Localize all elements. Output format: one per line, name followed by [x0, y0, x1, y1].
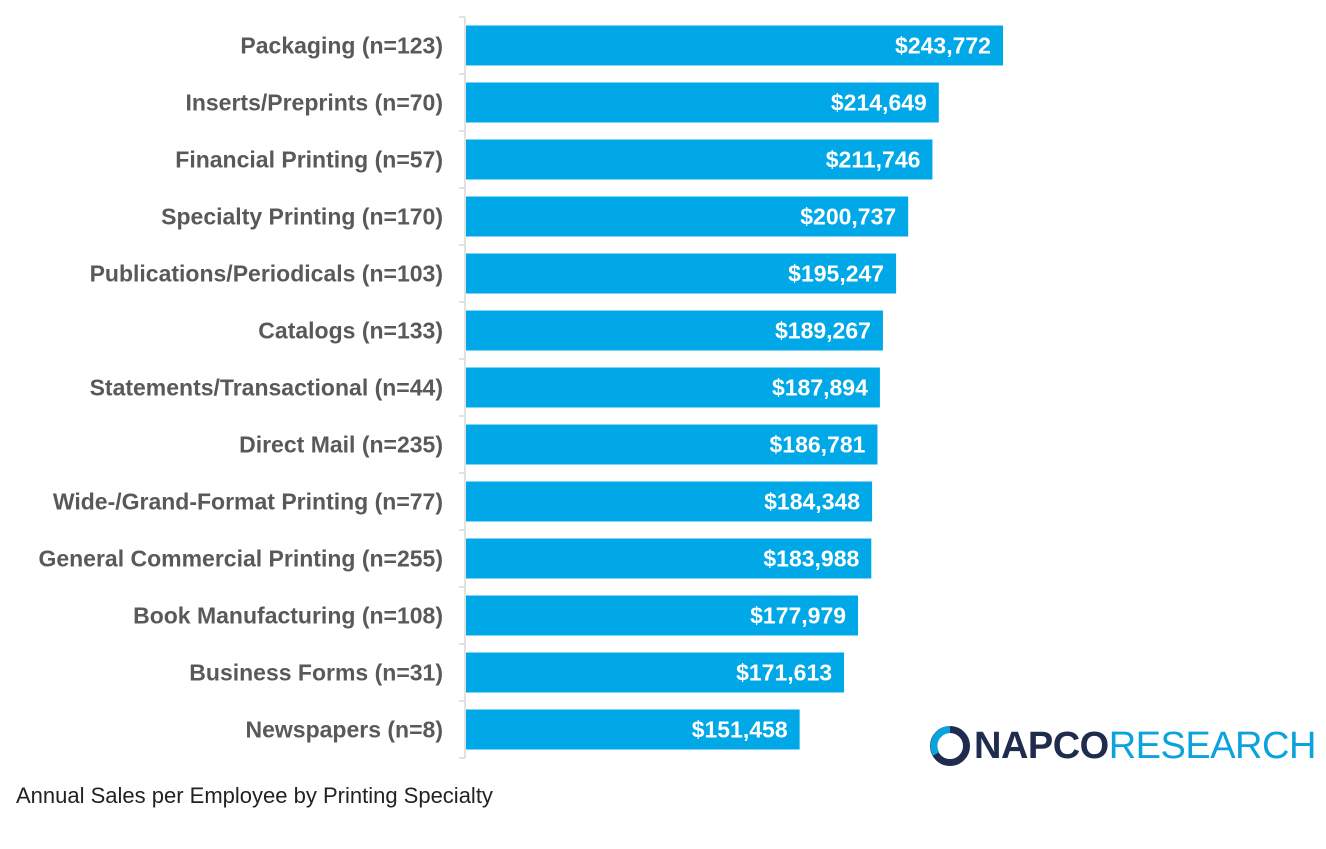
- logo-research-text: RESEARCH: [1108, 724, 1317, 767]
- napco-ring-icon: [930, 726, 970, 766]
- bar: [466, 481, 873, 522]
- bar: [466, 82, 939, 123]
- bar: [466, 538, 872, 579]
- category-label: Statements/Transactional (n=44): [90, 375, 443, 401]
- value-label: $183,988: [763, 546, 859, 572]
- value-label: $211,746: [826, 147, 921, 173]
- value-label: $189,267: [775, 318, 871, 344]
- bar: [466, 709, 800, 750]
- bar: [466, 310, 883, 351]
- value-label: $177,979: [750, 603, 846, 629]
- category-label: General Commercial Printing (n=255): [38, 546, 443, 572]
- value-label: $151,458: [692, 717, 788, 743]
- category-label: Publications/Periodicals (n=103): [90, 261, 443, 287]
- value-label: $195,247: [788, 261, 884, 287]
- value-label: $243,772: [895, 33, 991, 59]
- bar: [466, 25, 1003, 66]
- bar: [466, 367, 880, 408]
- category-label: Book Manufacturing (n=108): [133, 603, 443, 629]
- bar: [466, 652, 845, 693]
- value-label: $186,781: [770, 432, 866, 458]
- chart-caption: Annual Sales per Employee by Printing Sp…: [16, 783, 493, 808]
- category-label: Inserts/Preprints (n=70): [185, 90, 443, 116]
- category-label: Direct Mail (n=235): [239, 432, 443, 458]
- category-label: Wide-/Grand-Format Printing (n=77): [53, 489, 443, 515]
- value-label: $187,894: [772, 375, 868, 401]
- category-label: Catalogs (n=133): [258, 318, 443, 344]
- category-label: Specialty Printing (n=170): [161, 204, 443, 230]
- category-labels: Packaging (n=123) Inserts/Preprints (n=70…: [38, 33, 443, 743]
- bar: [466, 139, 933, 180]
- value-labels: $243,772 $214,649 $211,746 $200,737 $195,247…: [692, 33, 991, 743]
- napco-research-logo: NAPCO RESEARCH: [928, 722, 1316, 770]
- value-label: $214,649: [831, 90, 927, 116]
- bar: [466, 595, 859, 636]
- category-label: Business Forms (n=31): [189, 660, 443, 686]
- value-label: $184,348: [764, 489, 860, 515]
- logo-napco-text: NAPCO: [974, 724, 1109, 767]
- category-label: Packaging (n=123): [240, 33, 443, 59]
- bars: [466, 25, 1003, 750]
- category-ticks: [459, 16, 465, 759]
- value-label: $171,613: [736, 660, 832, 686]
- category-label: Financial Printing (n=57): [175, 147, 443, 173]
- bar: [466, 253, 897, 294]
- value-label: $200,737: [800, 204, 896, 230]
- category-label: Newspapers (n=8): [246, 717, 444, 743]
- bar: [466, 196, 909, 237]
- bar: [466, 424, 878, 465]
